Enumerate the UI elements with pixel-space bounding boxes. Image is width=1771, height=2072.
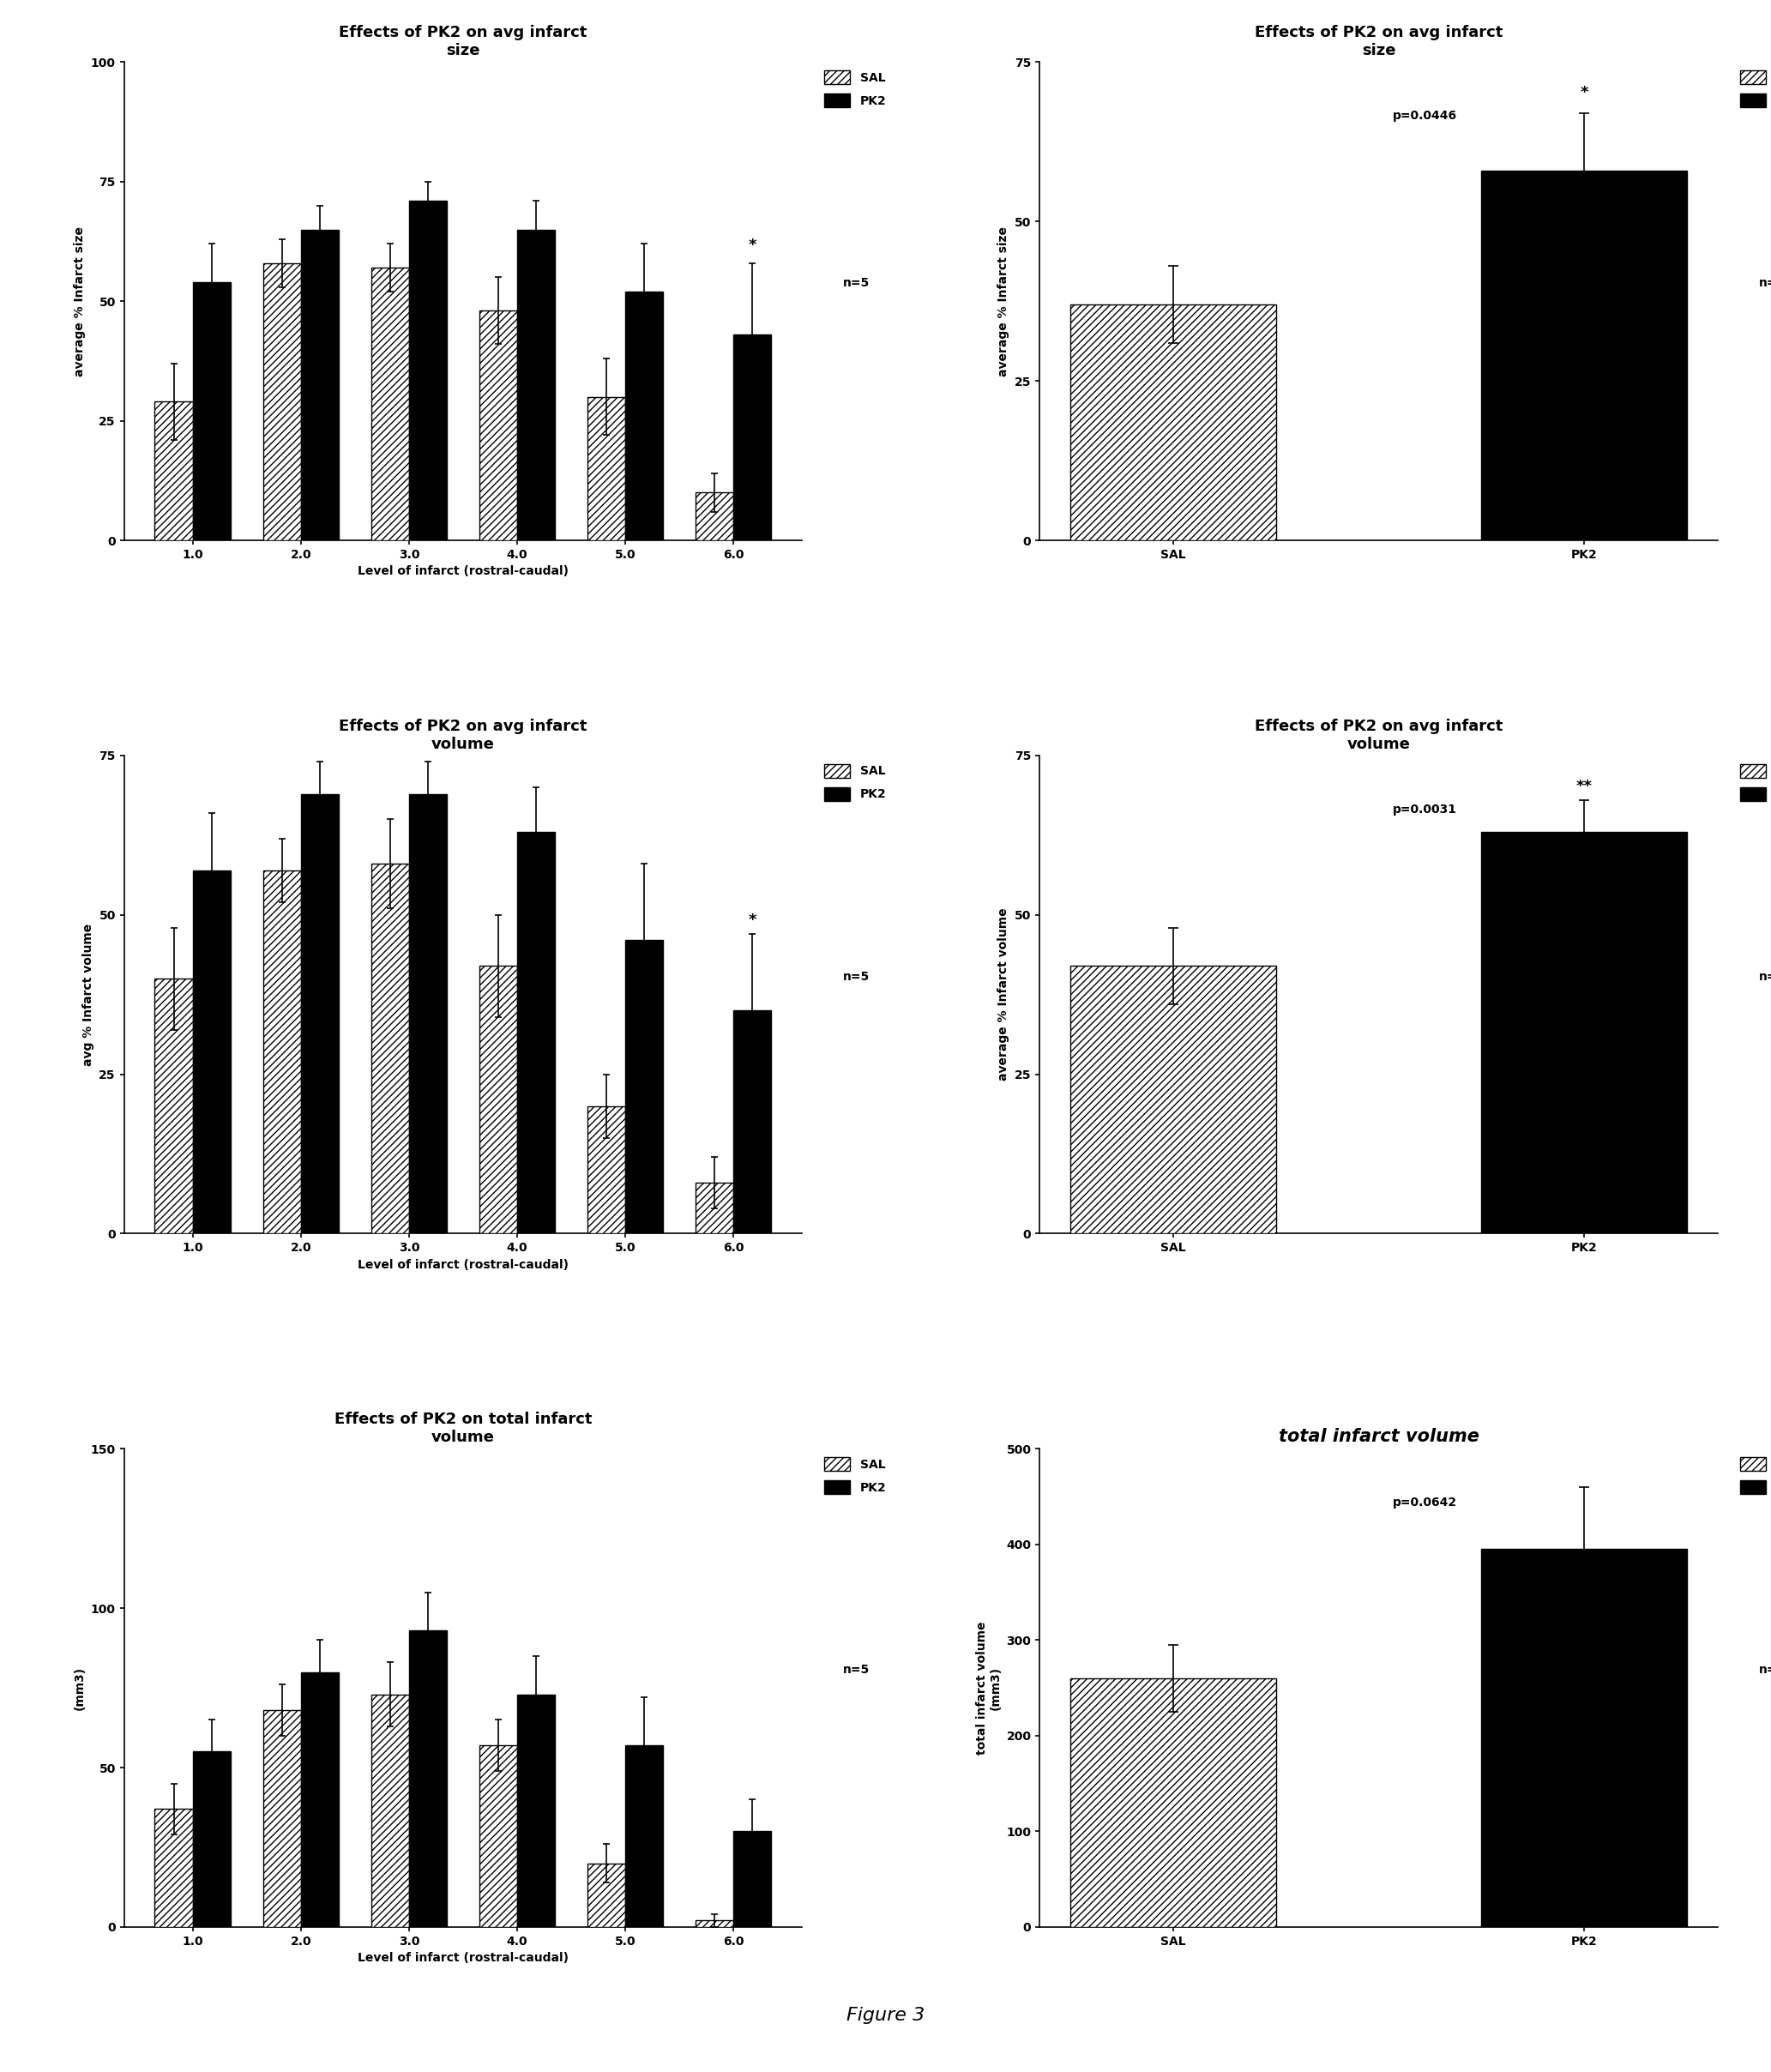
Bar [625, 1745, 662, 1927]
Bar [409, 1631, 446, 1927]
Legend: SAL, PK2: SAL, PK2 [822, 1455, 889, 1496]
Bar [262, 870, 301, 1233]
Bar [301, 230, 338, 541]
Text: n=5: n=5 [1759, 278, 1771, 290]
Title: Effects of PK2 on avg infarct
volume: Effects of PK2 on avg infarct volume [1254, 719, 1504, 752]
Bar [1070, 1678, 1275, 1927]
Y-axis label: average % Infarct size: average % Infarct size [74, 226, 87, 377]
Bar [1482, 1550, 1688, 1927]
Bar [625, 941, 662, 1233]
Bar [1070, 305, 1275, 541]
Bar [625, 292, 662, 541]
Bar [588, 1106, 625, 1233]
Bar [1482, 170, 1688, 541]
Bar [588, 1863, 625, 1927]
Y-axis label: total infarct volume
(mm3): total infarct volume (mm3) [976, 1620, 1002, 1755]
Bar [193, 1751, 230, 1927]
Y-axis label: average % Infarct size: average % Infarct size [997, 226, 1009, 377]
Bar [733, 1011, 772, 1233]
Bar [517, 833, 554, 1233]
Text: n=5: n=5 [1759, 1664, 1771, 1676]
Title: Effects of PK2 on total infarct
volume: Effects of PK2 on total infarct volume [335, 1411, 592, 1444]
Text: p=0.0031: p=0.0031 [1392, 804, 1456, 814]
Bar [696, 1183, 733, 1233]
Text: n=5: n=5 [843, 970, 870, 982]
Bar [154, 402, 193, 541]
Legend: SAL, PK2: SAL, PK2 [1737, 760, 1771, 804]
Text: *: * [1580, 85, 1589, 99]
Legend: SAL, PK2: SAL, PK2 [1737, 1455, 1771, 1496]
Legend: SAL, PK2: SAL, PK2 [822, 68, 889, 110]
Y-axis label: average % Infarct volume: average % Infarct volume [997, 908, 1009, 1082]
Text: **: ** [1576, 779, 1592, 794]
Bar [409, 201, 446, 541]
Bar [154, 978, 193, 1233]
Bar [1070, 966, 1275, 1233]
Bar [262, 1709, 301, 1927]
Bar [696, 1921, 733, 1927]
Bar [154, 1809, 193, 1927]
Bar [409, 794, 446, 1233]
Text: Figure 3: Figure 3 [847, 2006, 924, 2024]
Bar [1482, 833, 1688, 1233]
Text: p=0.0642: p=0.0642 [1392, 1496, 1458, 1508]
Bar [372, 1695, 409, 1927]
Bar [372, 267, 409, 541]
Bar [517, 1695, 554, 1927]
Text: n=5: n=5 [1759, 970, 1771, 982]
Text: *: * [749, 238, 756, 253]
Bar [480, 1745, 517, 1927]
Bar [733, 1832, 772, 1927]
Bar [480, 966, 517, 1233]
Bar [733, 336, 772, 541]
Title: Effects of PK2 on avg infarct
size: Effects of PK2 on avg infarct size [1254, 25, 1504, 58]
Text: *: * [749, 912, 756, 928]
Bar [480, 311, 517, 541]
Bar [262, 263, 301, 541]
Title: Effects of PK2 on avg infarct
volume: Effects of PK2 on avg infarct volume [338, 719, 588, 752]
Title: Effects of PK2 on avg infarct
size: Effects of PK2 on avg infarct size [338, 25, 588, 58]
Text: n=5: n=5 [843, 1664, 870, 1676]
Text: p=0.0446: p=0.0446 [1392, 110, 1458, 122]
Text: n=5: n=5 [843, 278, 870, 290]
Bar [588, 398, 625, 541]
Bar [301, 1672, 338, 1927]
Bar [301, 794, 338, 1233]
Bar [193, 282, 230, 541]
X-axis label: Level of infarct (rostral-caudal): Level of infarct (rostral-caudal) [358, 1260, 568, 1270]
Bar [696, 493, 733, 541]
Legend: SAL, PK2: SAL, PK2 [822, 760, 889, 804]
X-axis label: Level of infarct (rostral-caudal): Level of infarct (rostral-caudal) [358, 566, 568, 578]
Legend: SAL, PK2: SAL, PK2 [1737, 68, 1771, 110]
Bar [193, 870, 230, 1233]
Bar [372, 864, 409, 1233]
Title: total infarct volume: total infarct volume [1279, 1428, 1479, 1444]
X-axis label: Level of infarct (rostral-caudal): Level of infarct (rostral-caudal) [358, 1952, 568, 1964]
Bar [517, 230, 554, 541]
Y-axis label: avg % Infarct volume: avg % Infarct volume [81, 924, 94, 1065]
Y-axis label: (mm3): (mm3) [74, 1666, 85, 1709]
